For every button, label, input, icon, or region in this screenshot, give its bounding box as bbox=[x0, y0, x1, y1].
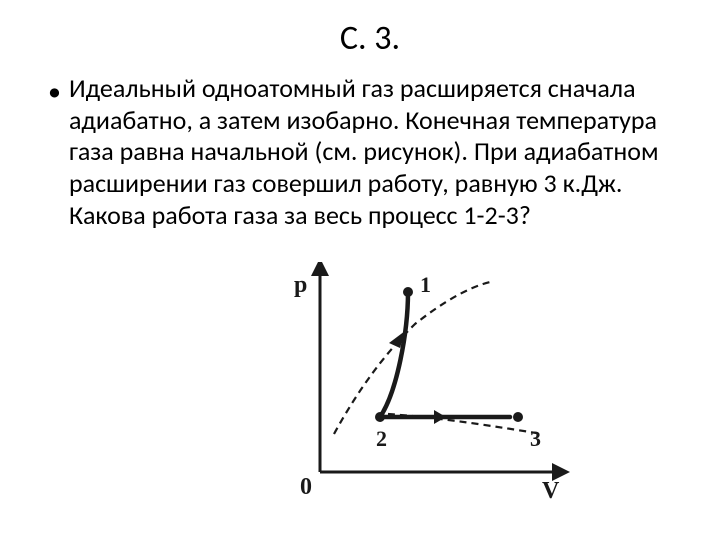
svg-text:p: p bbox=[294, 272, 307, 298]
slide: С. 3. • Идеальный одноатомный газ расшир… bbox=[0, 0, 720, 540]
bullet-icon: • bbox=[48, 75, 61, 108]
body-row: • Идеальный одноатомный газ расширяется … bbox=[48, 73, 692, 232]
problem-text: Идеальный одноатомный газ расширяется сн… bbox=[69, 73, 692, 232]
pv-diagram: 1 2 3 p V 0 bbox=[280, 262, 570, 507]
svg-text:V: V bbox=[542, 478, 560, 502]
svg-text:3: 3 bbox=[530, 426, 541, 451]
slide-title: С. 3. bbox=[48, 18, 692, 59]
svg-text:1: 1 bbox=[420, 272, 431, 297]
svg-text:2: 2 bbox=[376, 426, 387, 451]
svg-text:0: 0 bbox=[300, 474, 312, 500]
pv-diagram-svg: 1 2 3 p V 0 bbox=[280, 262, 570, 502]
